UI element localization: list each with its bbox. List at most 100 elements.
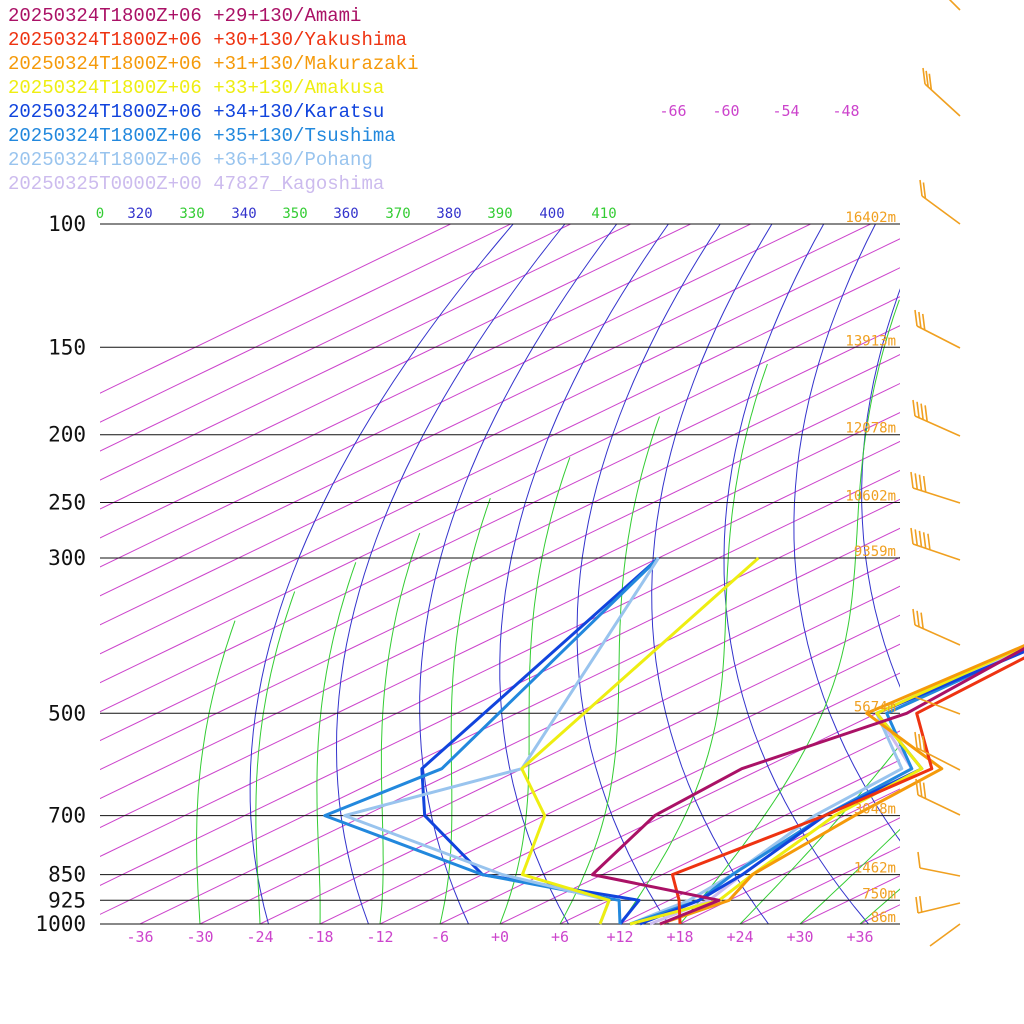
- wind-barb-flag: [914, 731, 918, 749]
- isotherm-line: [319, 643, 900, 924]
- grid-clip: [100, 224, 900, 924]
- isotherm-line: [199, 585, 900, 924]
- wind-barb: [914, 696, 961, 715]
- dry-adiabat: [419, 224, 618, 924]
- isotherm-line: [679, 817, 900, 924]
- dry-adiabat: [576, 224, 721, 924]
- dry-adiabat: [861, 288, 900, 688]
- wind-barb-shaft: [914, 624, 961, 646]
- wind-barb-flag: [914, 529, 919, 546]
- wind-barb: [914, 731, 961, 771]
- isotherm-line: [499, 730, 900, 924]
- wind-barb-shaft: [921, 195, 961, 225]
- legend-entry: 20250324T1800Z+06 +33+130/Amakusa: [8, 77, 385, 99]
- temperature-tick-label: +24: [726, 928, 753, 946]
- theta-label: 350: [282, 206, 307, 222]
- wind-barb-flag: [924, 405, 928, 422]
- theta-label: 380: [436, 206, 461, 222]
- temperature-tick-label: -12: [366, 928, 393, 946]
- theta-label: 320: [127, 206, 152, 222]
- wind-barb: [910, 471, 961, 504]
- theta-label: 330: [179, 206, 204, 222]
- moist-adiabat: [196, 620, 236, 924]
- height-label: 12078m: [845, 421, 896, 437]
- isotherm-line: [100, 224, 871, 597]
- wind-barb-flag: [912, 608, 916, 626]
- temperature-tick-label: +18: [666, 928, 693, 946]
- dewpoint-profile-line: [520, 556, 760, 925]
- temperature-profile-line: [590, 646, 1024, 926]
- wind-barb: [915, 778, 961, 816]
- pressure-tick-label: 700: [48, 804, 86, 828]
- temperature-profile-line: [639, 650, 1024, 926]
- wind-barb-flag: [918, 896, 923, 913]
- isotherm-line: [100, 498, 900, 886]
- wind-barb-flag: [918, 474, 923, 491]
- isotherm-line: [100, 325, 900, 713]
- wind-barb-flag: [918, 780, 923, 797]
- wind-barb-flag: [920, 403, 924, 420]
- plot-grid: [100, 223, 900, 925]
- isotherm-line: [139, 556, 900, 924]
- height-label: 13913m: [845, 333, 896, 349]
- height-label: 16402m: [845, 210, 896, 226]
- isotherm-line: [439, 701, 900, 924]
- dry-adiabat: [335, 224, 566, 924]
- wind-barb-shaft: [929, 923, 961, 947]
- wind-barb: [917, 851, 961, 877]
- legend-entry: 20250325T0000Z+00 47827_Kagoshima: [8, 173, 385, 195]
- wind-barb-flag: [927, 533, 931, 550]
- height-label: 10602m: [845, 489, 896, 505]
- wind-barb-flag: [922, 475, 927, 493]
- wind-barb: [910, 527, 961, 561]
- moist-adiabat: [439, 498, 491, 924]
- upper-temperature-label: -66: [659, 102, 686, 120]
- wind-barb-flag: [912, 399, 916, 417]
- wind-barb: [912, 608, 961, 646]
- wind-barb-shaft: [914, 415, 961, 437]
- upper-temperature-label: -48: [832, 102, 859, 120]
- dewpoint-profile-line: [343, 557, 660, 925]
- isotherm-line: [100, 224, 691, 510]
- theta-label: 370: [385, 206, 410, 222]
- isotherm-line: [100, 224, 571, 452]
- temperature-profile-line: [629, 649, 1024, 926]
- pressure-tick-label: 300: [48, 546, 86, 570]
- legend-entry: 20250324T1800Z+06 +31+130/Makurazaki: [8, 53, 419, 75]
- isotherm-line: [100, 267, 900, 655]
- temperature-tick-label: +6: [551, 928, 569, 946]
- moist-adiabat: [379, 533, 421, 924]
- pressure-tick-label: 925: [48, 888, 86, 912]
- wind-barb: [915, 896, 961, 914]
- wind-barb-flag: [922, 782, 927, 799]
- height-label: 750m: [862, 886, 896, 902]
- wind-barb-flag: [916, 401, 920, 418]
- legend-entry: 20250324T1800Z+06 +36+130/Pohang: [8, 149, 373, 171]
- theta-label: 0: [96, 206, 104, 222]
- pressure-tick-label: 100: [48, 212, 86, 236]
- temperature-profile-line: [670, 656, 1024, 925]
- height-label: 86m: [871, 910, 896, 926]
- temperature-tick-label: +12: [606, 928, 633, 946]
- isotherm-line: [100, 527, 900, 915]
- upper-temperature-label: -54: [772, 102, 799, 120]
- wind-barb-flag: [921, 735, 926, 753]
- dry-adiabat: [249, 224, 514, 924]
- isotherm-line: [100, 469, 900, 858]
- moist-adiabat: [316, 562, 357, 924]
- wind-barb-flag: [922, 532, 927, 549]
- isotherm-line: [100, 224, 811, 568]
- wind-barb-flag: [910, 527, 914, 545]
- temperature-profile-line: [649, 646, 1024, 926]
- isotherm-line: [619, 788, 900, 924]
- isotherm-line: [100, 382, 900, 771]
- wind-barb: [919, 179, 961, 225]
- wind-barbs: [910, 0, 961, 947]
- isotherm-line: [100, 440, 900, 829]
- wind-barb-flag: [917, 851, 921, 869]
- legend-entry: 20250324T1800Z+06 +29+130/Amami: [8, 5, 362, 27]
- wind-barb-flag: [914, 473, 919, 490]
- wind-barb-shaft: [948, 0, 961, 11]
- temperature-tick-label: -36: [126, 928, 153, 946]
